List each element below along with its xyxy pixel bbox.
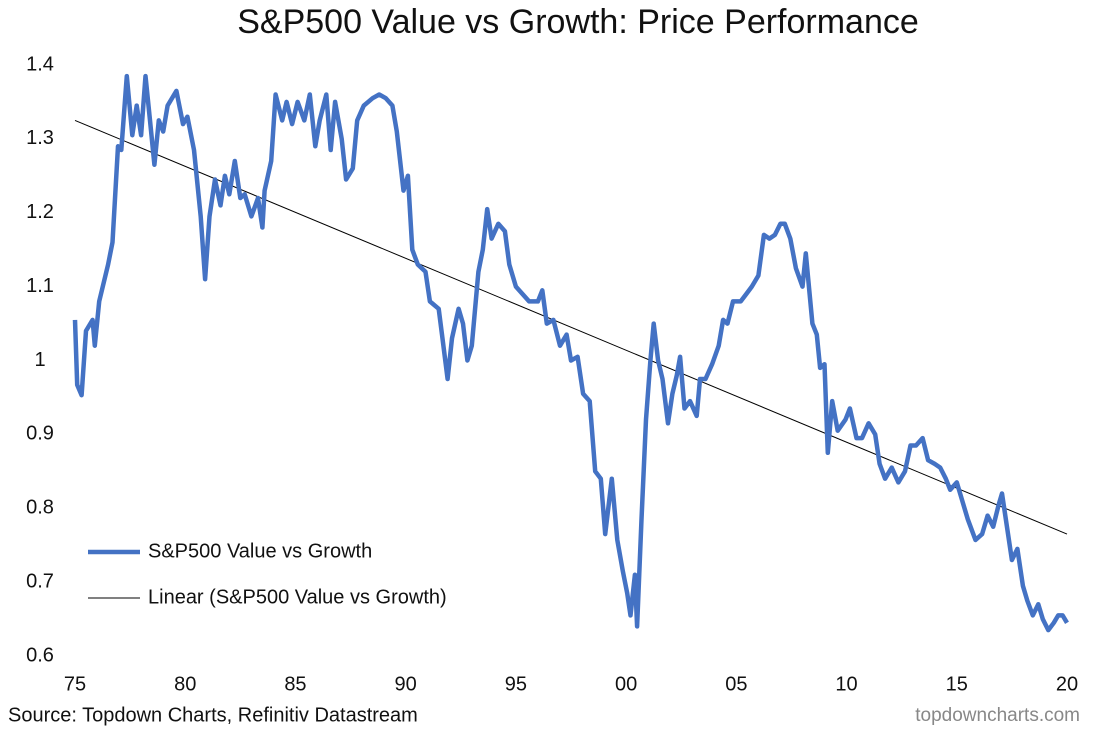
- y-tick-label: 1.2: [26, 201, 54, 223]
- x-tick-label: 20: [1056, 673, 1078, 695]
- watermark: topdowncharts.com: [915, 705, 1080, 726]
- x-tick-label: 90: [395, 673, 417, 695]
- x-tick-label: 05: [725, 673, 747, 695]
- y-tick-label: 1.1: [26, 275, 54, 297]
- legend-label: S&P500 Value vs Growth: [148, 540, 372, 562]
- data-line: [72, 73, 1069, 633]
- y-tick-label: 0.7: [26, 570, 54, 592]
- y-tick-label: 0.6: [26, 644, 54, 666]
- x-tick-label: 95: [505, 673, 527, 695]
- y-tick-label: 0.8: [26, 497, 54, 519]
- chart-title: S&P500 Value vs Growth: Price Performanc…: [237, 3, 919, 41]
- x-tick-label: 00: [615, 673, 637, 695]
- x-tick-label: 10: [835, 673, 857, 695]
- x-tick-label: 15: [946, 673, 968, 695]
- source-note: Source: Topdown Charts, Refinitiv Datast…: [8, 704, 418, 726]
- x-tick-label: 75: [64, 673, 86, 695]
- legend-label: Linear (S&P500 Value vs Growth): [148, 586, 447, 608]
- y-tick-label: 1.3: [26, 127, 54, 149]
- y-tick-label: 1.4: [26, 53, 54, 75]
- y-tick-label: 0.9: [26, 423, 54, 445]
- x-tick-label: 85: [284, 673, 306, 695]
- x-tick-label: 80: [174, 673, 196, 695]
- y-tick-label: 1: [34, 349, 45, 371]
